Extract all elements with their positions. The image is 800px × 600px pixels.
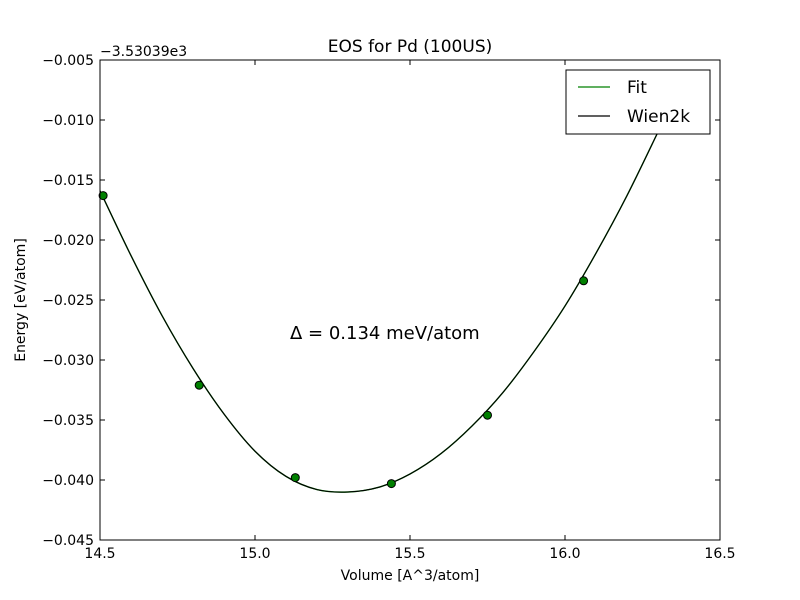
y-tick-label: −0.020	[42, 233, 94, 249]
series-line-wien2k	[100, 131, 659, 493]
delta-annotation: Δ = 0.134 meV/atom	[290, 323, 480, 344]
y-tick-label: −0.035	[42, 413, 94, 429]
data-points	[98, 191, 589, 489]
data-point	[483, 410, 492, 420]
y-tick-label: −0.010	[42, 113, 94, 129]
x-ticks: 14.5 15.0 15.5 16.0 16.5	[84, 60, 736, 562]
legend-box	[565, 69, 711, 135]
legend: Fit Wien2k	[565, 69, 711, 135]
chart-title: EOS for Pd (100US)	[328, 37, 493, 57]
data-point	[290, 473, 300, 483]
plot-background	[100, 60, 720, 540]
series-lines	[100, 131, 659, 493]
legend-fit-label: Fit	[627, 78, 647, 98]
data-point	[98, 191, 108, 201]
x-tick-label: 15.5	[394, 546, 425, 562]
y-tick-label: −0.025	[42, 293, 94, 309]
data-point	[194, 380, 204, 390]
legend-wien2k-label: Wien2k	[627, 107, 690, 127]
y-axis-label: Energy [eV/atom]	[13, 238, 29, 362]
y-tick-label: −0.040	[42, 473, 94, 489]
x-tick-label: 16.5	[704, 546, 735, 562]
y-tick-label: −0.015	[42, 173, 94, 189]
y-tick-label: −0.030	[42, 353, 94, 369]
x-tick-label: 14.5	[84, 546, 115, 562]
data-point	[579, 276, 589, 286]
x-tick-label: 16.0	[549, 546, 580, 562]
y-ticks: −0.005 −0.010 −0.015 −0.020 −0.025 −0.030 −0.0…	[42, 53, 720, 549]
x-axis-label: Volume [A^3/atom]	[341, 568, 480, 584]
y-offset-label: −3.53039e3	[100, 44, 187, 60]
data-point	[386, 479, 396, 489]
y-tick-label: −0.045	[42, 533, 94, 549]
x-tick-label: 15.0	[239, 546, 270, 562]
y-tick-label: −0.005	[42, 53, 94, 69]
